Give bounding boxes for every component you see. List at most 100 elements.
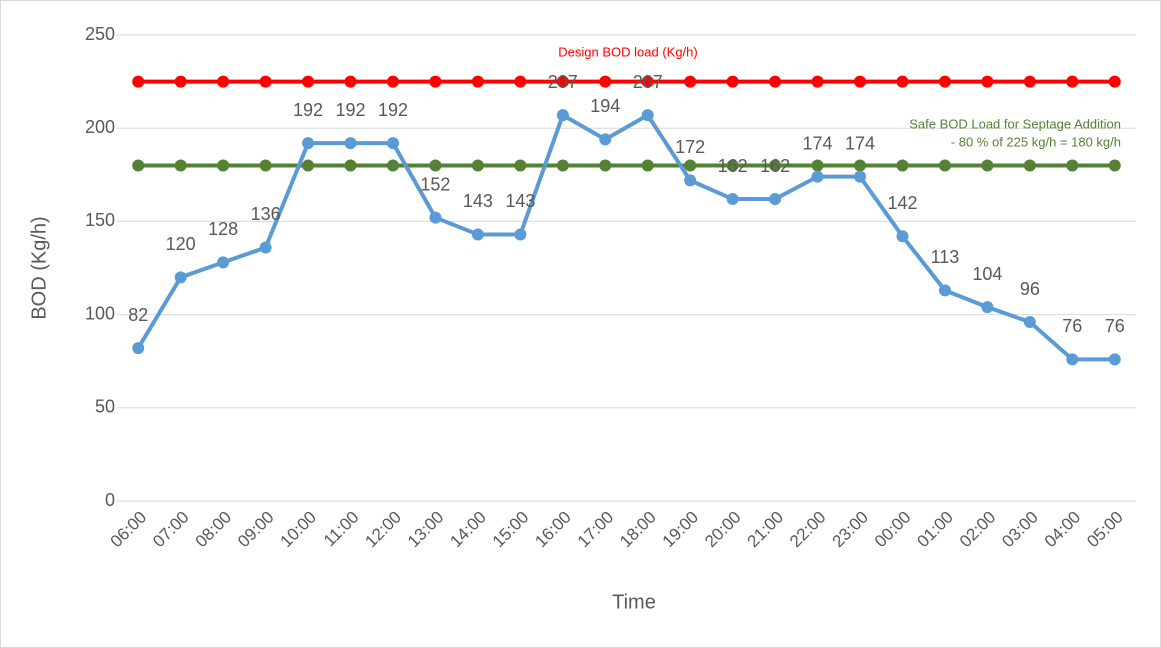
marker [684,159,697,172]
marker [217,75,230,88]
marker [1023,316,1036,329]
marker [641,109,654,122]
marker [344,137,357,150]
marker [556,109,569,122]
data-label: 192 [335,100,365,120]
marker [896,159,909,172]
marker [514,75,527,88]
marker [556,159,569,172]
y-tick-label: 200 [85,117,115,137]
marker [981,301,994,314]
marker [344,75,357,88]
data-label: 174 [803,133,833,153]
marker [854,159,867,172]
marker [217,256,230,269]
marker [981,75,994,88]
y-tick-label: 250 [85,24,115,44]
marker [259,75,272,88]
data-label: 152 [420,174,450,194]
marker [386,75,399,88]
marker [896,230,909,243]
marker [514,228,527,241]
data-label: 174 [845,133,875,153]
marker [174,159,187,172]
annotation: Design BOD load (Kg/h) [558,44,697,59]
annotation: Safe BOD Load for Septage Addition [909,116,1121,131]
data-label: 172 [675,137,705,157]
annotation: - 80 % of 225 kg/h = 180 kg/h [951,134,1121,149]
data-label: 136 [251,204,281,224]
marker [811,75,824,88]
x-axis-title: Time [612,591,656,613]
y-tick-label: 100 [85,303,115,323]
marker [684,75,697,88]
marker [599,75,612,88]
marker [132,342,145,355]
marker [1108,159,1121,172]
marker [429,211,442,224]
y-tick-label: 50 [95,397,115,417]
data-label: 96 [1020,279,1040,299]
marker [1023,75,1036,88]
data-label: 192 [293,100,323,120]
data-label: 142 [887,193,917,213]
data-label: 194 [590,96,620,116]
data-label: 104 [972,264,1002,284]
marker [132,75,145,88]
marker [429,75,442,88]
marker [429,159,442,172]
marker [471,159,484,172]
data-label: 113 [931,247,960,267]
marker [769,193,782,206]
data-label: 162 [760,156,790,176]
marker [174,75,187,88]
marker [769,75,782,88]
marker [938,159,951,172]
marker [854,75,867,88]
marker [302,159,315,172]
marker [1066,75,1079,88]
marker [854,170,867,183]
marker [641,159,654,172]
marker [599,133,612,146]
marker [769,159,782,172]
data-label: 120 [166,234,196,254]
marker [1108,353,1121,366]
data-label: 76 [1062,316,1082,336]
marker [896,75,909,88]
marker [726,159,739,172]
marker [599,159,612,172]
marker [386,137,399,150]
data-label: 143 [463,191,493,211]
y-tick-label: 150 [85,210,115,230]
marker [556,75,569,88]
marker [1066,353,1079,366]
marker [471,75,484,88]
data-label: 192 [378,100,408,120]
y-axis-title: BOD (Kg/h) [28,216,50,319]
marker [1066,159,1079,172]
marker [386,159,399,172]
marker [259,241,272,254]
data-label: 162 [718,156,748,176]
marker [302,137,315,150]
marker [344,159,357,172]
marker [471,228,484,241]
data-label: 76 [1105,316,1125,336]
marker [1023,159,1036,172]
marker [1108,75,1121,88]
data-label: 143 [505,191,535,211]
series-line [136,113,1115,362]
y-tick-label: 0 [105,490,115,510]
data-label: 207 [633,72,663,92]
marker [938,75,951,88]
marker [726,193,739,206]
marker [811,170,824,183]
marker [132,159,145,172]
marker [811,159,824,172]
data-label: 128 [208,219,238,239]
marker [641,75,654,88]
marker [684,174,697,187]
marker [259,159,272,172]
marker [981,159,994,172]
